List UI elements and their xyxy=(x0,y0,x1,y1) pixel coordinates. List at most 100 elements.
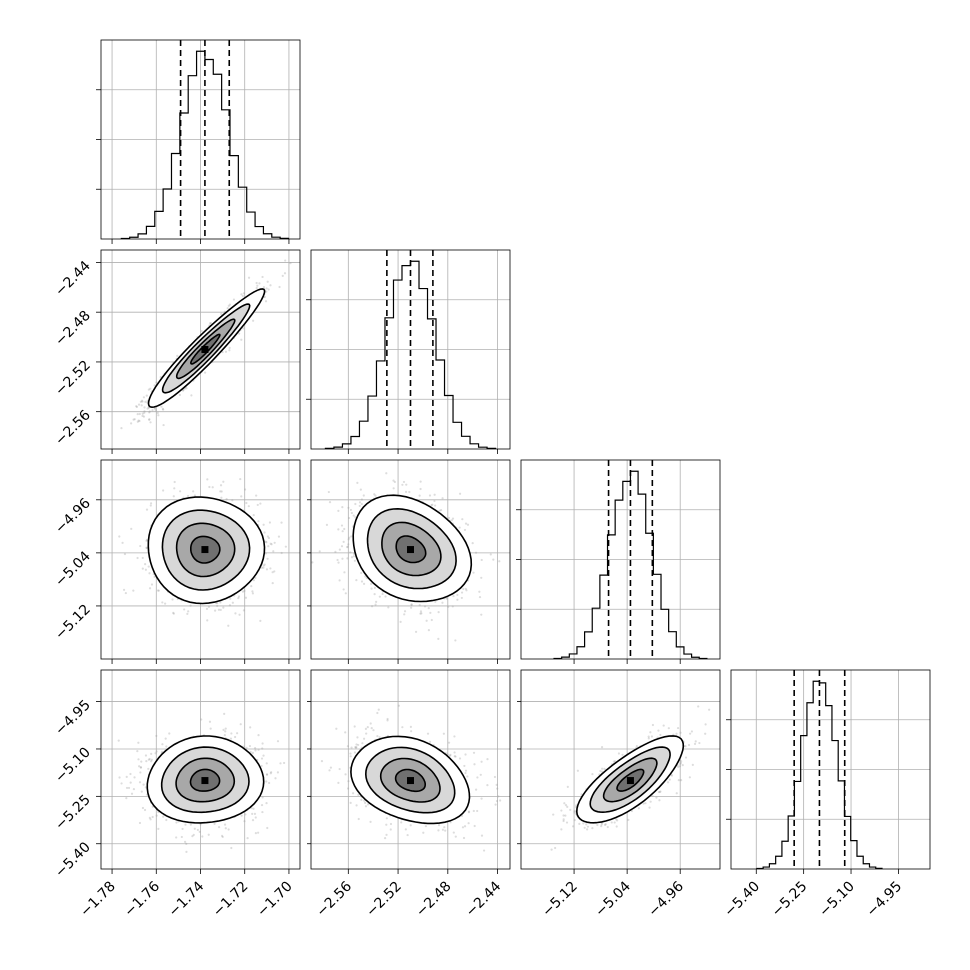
scatter-point-3-0-968 xyxy=(265,762,268,765)
density-peak-2-1 xyxy=(407,546,414,554)
scatter-point-3-1-1397 xyxy=(383,837,387,840)
scatter-point-3-0-187 xyxy=(220,834,224,837)
scatter-point-2-1-485 xyxy=(334,550,337,553)
scatter-point-1-0-889 xyxy=(138,419,141,423)
scatter-point-1-0-1216 xyxy=(256,284,259,287)
scatter-point-3-1-874 xyxy=(482,849,486,852)
scatter-point-3-2-166 xyxy=(675,792,678,795)
scatter-point-3-0-466 xyxy=(181,827,184,831)
scatter-point-1-0-1351 xyxy=(151,408,154,412)
scatter-point-2-0-894 xyxy=(266,557,269,560)
scatter-point-2-0-528 xyxy=(237,597,240,600)
scatter-point-1-0-864 xyxy=(262,285,266,289)
scatter-point-1-0-662 xyxy=(269,284,272,287)
scatter-point-2-0-1010 xyxy=(251,592,255,595)
scatter-point-2-1-602 xyxy=(344,592,347,595)
contour-3-0-3 xyxy=(189,768,221,792)
scatter-point-2-0-1051 xyxy=(162,489,165,492)
scatter-point-2-1-512 xyxy=(410,603,413,606)
scatter-point-3-2-577 xyxy=(610,821,613,824)
ytick-label-3-0: −5.40 xyxy=(52,839,94,881)
ytick-label-3-1: −5.25 xyxy=(52,792,94,834)
contour-3-2-0 xyxy=(575,735,685,824)
scatter-point-3-2-361 xyxy=(680,778,683,782)
scatter-point-2-0-1385 xyxy=(262,523,265,526)
scatter-point-3-1-1138 xyxy=(389,822,393,826)
scatter-point-2-0-486 xyxy=(172,611,175,614)
scatter-point-3-1-1398 xyxy=(366,803,370,806)
ytick-label-3-2: −5.10 xyxy=(52,744,94,786)
scatter-point-3-1-520 xyxy=(356,736,359,739)
contour-3-2-3 xyxy=(616,768,645,792)
scatter-point-3-1-609 xyxy=(426,732,430,735)
contour-2-1-1 xyxy=(366,507,457,590)
scatter-point-3-2-960 xyxy=(677,765,680,768)
density-peak-2-0 xyxy=(201,546,209,554)
scatter-point-2-0-1390 xyxy=(215,602,218,605)
scatter-point-3-1-1071 xyxy=(463,825,467,828)
scatter-point-2-1-400 xyxy=(480,576,483,579)
scatter-point-3-0-1053 xyxy=(236,732,239,735)
scatter-point-1-0-968 xyxy=(133,418,136,421)
scatter-point-3-0-424 xyxy=(157,827,160,830)
scatter-point-2-0-727 xyxy=(163,602,167,605)
scatter-point-1-0-1240 xyxy=(153,407,156,410)
scatter-point-3-0-716 xyxy=(139,766,142,769)
xtick-label-1-3: −2.44 xyxy=(463,878,505,920)
scatter-point-1-0-888 xyxy=(247,276,251,279)
contour-1-0-0 xyxy=(147,288,266,409)
scatter-point-3-2-1308 xyxy=(552,813,555,816)
scatter-point-3-2-1053 xyxy=(612,760,615,763)
scatter-point-2-1-1017 xyxy=(434,504,437,507)
scatter-point-3-0-74 xyxy=(162,815,165,818)
scatter-point-3-1-238 xyxy=(461,826,465,829)
scatter-point-3-2-17 xyxy=(601,767,604,770)
scatter-point-3-2-61 xyxy=(573,809,576,813)
scatter-point-3-1-1345 xyxy=(472,809,475,813)
scatter-point-3-2-221 xyxy=(591,826,594,830)
panel-body-1-0 xyxy=(120,259,292,430)
scatter-point-1-0-867 xyxy=(148,411,151,414)
scatter-point-2-0-759 xyxy=(244,596,248,599)
scatter-point-3-0-318 xyxy=(260,757,264,760)
scatter-point-3-1-745 xyxy=(350,746,353,749)
scatter-point-3-1-176 xyxy=(355,745,358,749)
scatter-point-1-0-1238 xyxy=(289,262,292,265)
contour-3-1-3 xyxy=(394,768,426,793)
scatter-point-3-2-620 xyxy=(627,818,630,822)
scatter-point-3-0-912 xyxy=(229,737,233,740)
density-peak-3-1 xyxy=(407,777,414,785)
scatter-point-2-1-285 xyxy=(356,481,359,484)
scatter-point-2-1-430 xyxy=(385,472,388,475)
scatter-point-2-1-814 xyxy=(370,605,374,608)
scatter-point-2-0-177 xyxy=(243,589,246,592)
scatter-point-3-1-545 xyxy=(444,829,447,832)
scatter-point-3-0-756 xyxy=(217,826,221,829)
scatter-point-2-0-798 xyxy=(229,597,232,600)
scatter-point-3-1-782 xyxy=(406,833,409,837)
scatter-point-2-1-1207 xyxy=(325,523,329,526)
scatter-point-3-1-758 xyxy=(464,771,467,775)
scatter-point-3-1-773 xyxy=(351,792,355,795)
scatter-point-2-1-716 xyxy=(350,511,353,515)
scatter-point-2-1-712 xyxy=(418,603,421,607)
scatter-point-2-1-192 xyxy=(337,509,340,513)
scatter-point-2-0-578 xyxy=(206,619,209,622)
scatter-point-2-0-239 xyxy=(272,550,275,553)
scatter-point-2-0-1042 xyxy=(144,562,147,566)
scatter-point-3-2-650 xyxy=(704,732,707,735)
scatter-point-3-2-601 xyxy=(649,800,652,803)
scatter-point-3-0-1029 xyxy=(150,760,153,763)
density-peak-3-2 xyxy=(626,777,634,785)
scatter-point-2-1-1112 xyxy=(478,595,482,599)
scatter-point-3-0-387 xyxy=(150,758,153,761)
scatter-point-2-1-879 xyxy=(492,558,495,561)
scatter-point-3-0-208 xyxy=(209,727,212,730)
scatter-point-2-0-577 xyxy=(245,501,248,505)
scatter-point-3-2-279 xyxy=(564,814,567,817)
contour-3-0-1 xyxy=(160,746,250,814)
scatter-point-2-0-252 xyxy=(237,595,241,598)
scatter-point-3-2-149 xyxy=(560,828,563,831)
scatter-point-3-2-763 xyxy=(606,825,609,829)
scatter-point-2-1-278 xyxy=(404,490,408,493)
